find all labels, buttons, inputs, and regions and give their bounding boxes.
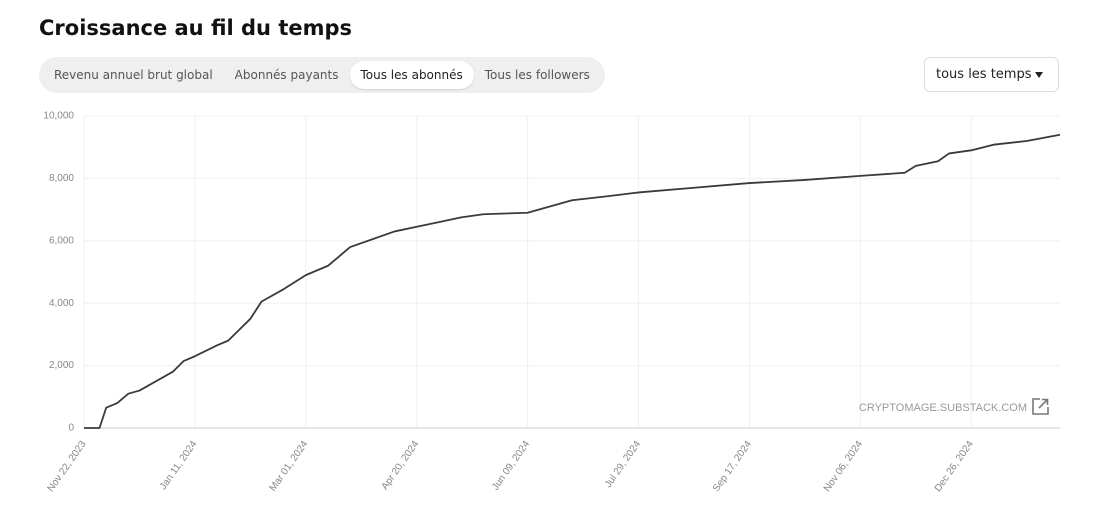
y-tick-label: 10,000: [43, 111, 74, 122]
y-tick-label: 6,000: [49, 235, 74, 246]
page-title: Croissance au fil du temps: [39, 16, 353, 40]
x-tick-label: Jan 11, 2024: [158, 439, 200, 492]
y-tick-label: 8,000: [49, 173, 74, 184]
tab[interactable]: Abonnés payants: [234, 68, 339, 82]
x-tick-label: Jun 09, 2024: [490, 439, 532, 493]
x-tick-label: Dec 26, 2024: [933, 439, 976, 494]
y-tick-label: 0: [68, 423, 74, 434]
y-tick-label: 2,000: [49, 360, 74, 371]
x-tick-label: Apr 20, 2024: [379, 439, 421, 493]
tab-bar: Revenu annuel brut global Abonnés payants…: [39, 57, 605, 93]
tab[interactable]: Revenu annuel brut global: [54, 68, 213, 82]
range-dropdown[interactable]: tous les temps: [924, 57, 1059, 92]
x-tick-label: Nov 22, 2023: [45, 439, 88, 494]
y-tick-label: 4,000: [49, 298, 74, 309]
x-tick-label: Sep 17, 2024: [711, 439, 754, 494]
x-tick-label: Nov 06, 2024: [822, 439, 865, 494]
x-tick-label: Mar 01, 2024: [268, 439, 311, 494]
tab[interactable]: Tous les abonnés: [349, 61, 474, 89]
external-link-icon: [1032, 398, 1049, 415]
watermark: CRYPTOMAGE.SUBSTACK.COM: [859, 402, 1027, 414]
dropdown-label: tous les temps: [936, 67, 1032, 82]
line: [84, 133, 1061, 429]
tab[interactable]: Tous les followers: [484, 68, 590, 82]
dropdown-caret: [1035, 72, 1043, 78]
x-tick-label: Jul 29, 2024: [603, 439, 644, 490]
